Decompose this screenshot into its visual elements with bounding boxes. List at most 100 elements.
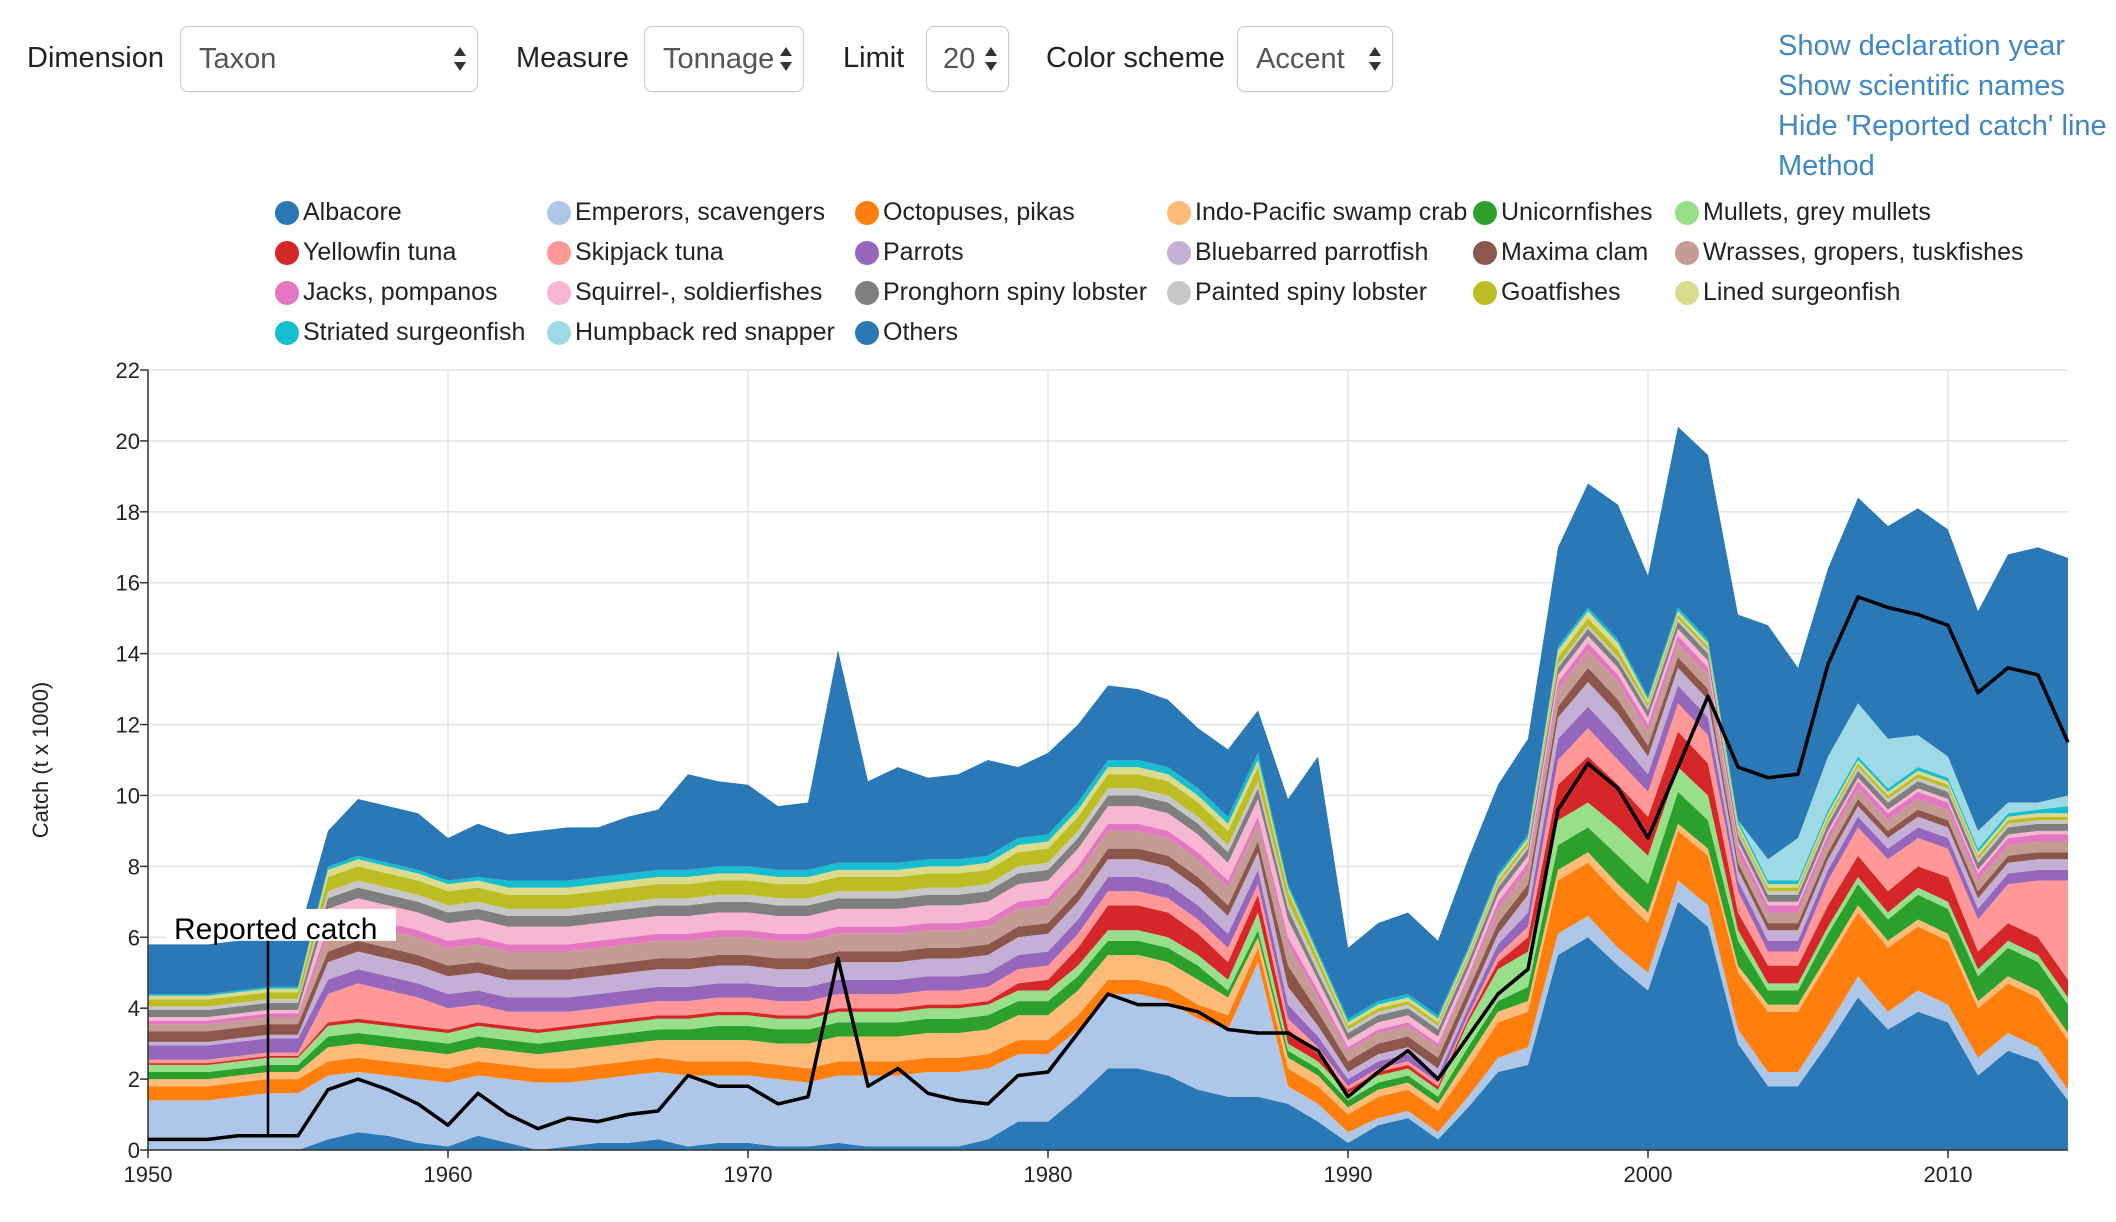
legend-label: Skipjack tuna: [575, 238, 724, 266]
show-scientific-names-link[interactable]: Show scientific names: [1778, 70, 2065, 102]
legend-swatch-icon: [855, 241, 879, 265]
y-tick-label: 0: [128, 1138, 140, 1163]
select-arrows-icon: [454, 47, 466, 71]
legend-item[interactable]: Skipjack tuna: [547, 237, 724, 267]
legend-item[interactable]: Bluebarred parrotfish: [1167, 237, 1428, 267]
legend-label: Mullets, grey mullets: [1703, 198, 1931, 226]
color-scheme-label: Color scheme: [1046, 42, 1225, 74]
area-series-4[interactable]: [148, 791, 2068, 1108]
stacked-area-chart: 0 2 4 6 8 10 12 14 16 18 20 22 1950 1960 1970 1980 1990 2…: [28, 358, 2070, 1187]
area-layers: [148, 426, 2068, 1151]
show-declaration-year-link[interactable]: Show declaration year: [1778, 30, 2065, 62]
y-tick-label: 22: [116, 358, 140, 383]
limit-select[interactable]: 20: [926, 26, 1009, 92]
legend-label: Indo-Pacific swamp crab: [1195, 198, 1468, 226]
legend-item[interactable]: Mullets, grey mullets: [1675, 197, 1931, 227]
legend-swatch-icon: [547, 201, 571, 225]
area-series-3[interactable]: [148, 823, 2068, 1115]
area-series-1[interactable]: [148, 880, 2068, 1151]
y-tick-label: 16: [116, 571, 140, 596]
area-series-8[interactable]: [148, 685, 2068, 1087]
legend-swatch-icon: [275, 281, 299, 305]
annotation-label: Reported catch: [174, 913, 377, 946]
legend-swatch-icon: [1167, 241, 1191, 265]
option-links: Show declaration year Show scientific na…: [1778, 26, 2107, 186]
legend-swatch-icon: [547, 321, 571, 345]
hide-reported-catch-link[interactable]: Hide 'Reported catch' line: [1778, 110, 2107, 142]
area-series-0[interactable]: [148, 901, 2068, 1150]
legend-label: Squirrel-, soldierfishes: [575, 278, 823, 306]
legend-swatch-icon: [547, 281, 571, 305]
legend-item[interactable]: Maxima clam: [1473, 237, 1648, 267]
measure-select[interactable]: Tonnage: [644, 26, 804, 92]
legend-label: Yellowfin tuna: [303, 238, 457, 266]
legend-item[interactable]: Others: [855, 317, 958, 347]
legend-label: Humpback red snapper: [575, 318, 835, 346]
area-series-20[interactable]: [148, 426, 2068, 1019]
y-tick-label: 2: [128, 1067, 140, 1092]
legend-swatch-icon: [1167, 281, 1191, 305]
method-link[interactable]: Method: [1778, 150, 1875, 182]
measure-value: Tonnage: [663, 43, 775, 75]
dimension-select[interactable]: Taxon: [180, 26, 478, 92]
legend-item[interactable]: Squirrel-, soldierfishes: [547, 277, 822, 307]
legend-swatch-icon: [1675, 241, 1699, 265]
annotation-box: [166, 908, 396, 941]
y-tick-label: 18: [116, 500, 140, 525]
x-tick-label: 1980: [1024, 1162, 1073, 1187]
x-tick-label: 1950: [124, 1162, 173, 1187]
dimension-value: Taxon: [199, 43, 277, 75]
legend-item[interactable]: Painted spiny lobster: [1167, 277, 1427, 307]
legend-item[interactable]: Albacore: [275, 197, 402, 227]
legend-label: Painted spiny lobster: [1195, 278, 1428, 306]
color-scheme-select[interactable]: Accent: [1237, 26, 1393, 92]
legend-item[interactable]: Yellowfin tuna: [275, 237, 456, 267]
x-tick-label: 1960: [424, 1162, 473, 1187]
select-arrows-icon: [780, 47, 792, 71]
legend-item[interactable]: Wrasses, gropers, tuskfishes: [1675, 237, 2023, 267]
area-series-7[interactable]: [148, 703, 2068, 1090]
legend-item[interactable]: Unicornfishes: [1473, 197, 1652, 227]
legend-label: Octopuses, pikas: [883, 198, 1075, 226]
legend-swatch-icon: [547, 241, 571, 265]
legend-item[interactable]: Striated surgeonfish: [275, 317, 525, 347]
legend-label: Striated surgeonfish: [303, 318, 526, 346]
y-tick-label: 10: [116, 783, 140, 808]
legend-label: Bluebarred parrotfish: [1195, 238, 1429, 266]
legend-swatch-icon: [1675, 201, 1699, 225]
legend-item[interactable]: Pronghorn spiny lobster: [855, 277, 1147, 307]
legend-item[interactable]: Goatfishes: [1473, 277, 1621, 307]
x-tick-label: 1990: [1324, 1162, 1373, 1187]
legend-item[interactable]: Lined surgeonfish: [1675, 277, 1900, 307]
y-axis-label: Catch (t x 1000): [28, 682, 53, 839]
legend-item[interactable]: Humpback red snapper: [547, 317, 835, 347]
x-tick-label: 2010: [1924, 1162, 1973, 1187]
legend-item[interactable]: Parrots: [855, 237, 964, 267]
legend-swatch-icon: [275, 321, 299, 345]
select-arrows-icon: [1369, 47, 1381, 71]
area-series-5[interactable]: [148, 767, 2068, 1101]
reported-catch-line[interactable]: [148, 595, 2070, 1142]
legend-item[interactable]: Octopuses, pikas: [855, 197, 1075, 227]
limit-label: Limit: [843, 42, 905, 74]
legend-swatch-icon: [855, 281, 879, 305]
area-series-11[interactable]: [148, 643, 2068, 1062]
area-series-2[interactable]: [148, 830, 2068, 1133]
legend-item[interactable]: Indo-Pacific swamp crab: [1167, 197, 1467, 227]
x-tick-label: 2000: [1624, 1162, 1673, 1187]
area-series-10[interactable]: [148, 657, 2068, 1072]
y-tick-label: 20: [116, 429, 140, 454]
legend-item[interactable]: Emperors, scavengers: [547, 197, 825, 227]
y-tick-label: 12: [116, 713, 140, 738]
measure-label: Measure: [516, 42, 629, 74]
area-series-9[interactable]: [148, 667, 2068, 1080]
color-scheme-value: Accent: [1256, 43, 1345, 75]
legend-swatch-icon: [855, 201, 879, 225]
legend-label: Goatfishes: [1501, 278, 1621, 306]
legend-item[interactable]: Jacks, pompanos: [275, 277, 498, 307]
legend-swatch-icon: [275, 201, 299, 225]
legend-swatch-icon: [1473, 241, 1497, 265]
area-series-6[interactable]: [148, 731, 2068, 1094]
legend-label: Lined surgeonfish: [1703, 278, 1901, 306]
y-tick-label: 6: [128, 925, 140, 950]
